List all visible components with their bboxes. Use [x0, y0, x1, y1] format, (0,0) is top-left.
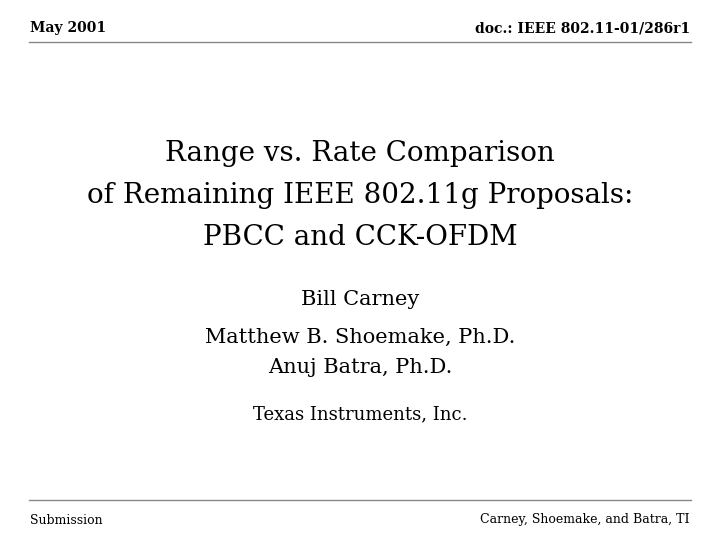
- Text: Bill Carney: Bill Carney: [301, 290, 419, 309]
- Text: Matthew B. Shoemake, Ph.D.: Matthew B. Shoemake, Ph.D.: [204, 328, 516, 347]
- Text: Carney, Shoemake, and Batra, TI: Carney, Shoemake, and Batra, TI: [480, 514, 690, 526]
- Text: doc.: IEEE 802.11-01/286r1: doc.: IEEE 802.11-01/286r1: [475, 21, 690, 35]
- Text: Range vs. Rate Comparison: Range vs. Rate Comparison: [165, 140, 555, 167]
- Text: of Remaining IEEE 802.11g Proposals:: of Remaining IEEE 802.11g Proposals:: [87, 182, 633, 209]
- Text: Texas Instruments, Inc.: Texas Instruments, Inc.: [253, 405, 467, 423]
- Text: May 2001: May 2001: [30, 21, 106, 35]
- Text: Submission: Submission: [30, 514, 103, 526]
- Text: PBCC and CCK-OFDM: PBCC and CCK-OFDM: [203, 224, 517, 251]
- Text: Anuj Batra, Ph.D.: Anuj Batra, Ph.D.: [268, 358, 452, 377]
